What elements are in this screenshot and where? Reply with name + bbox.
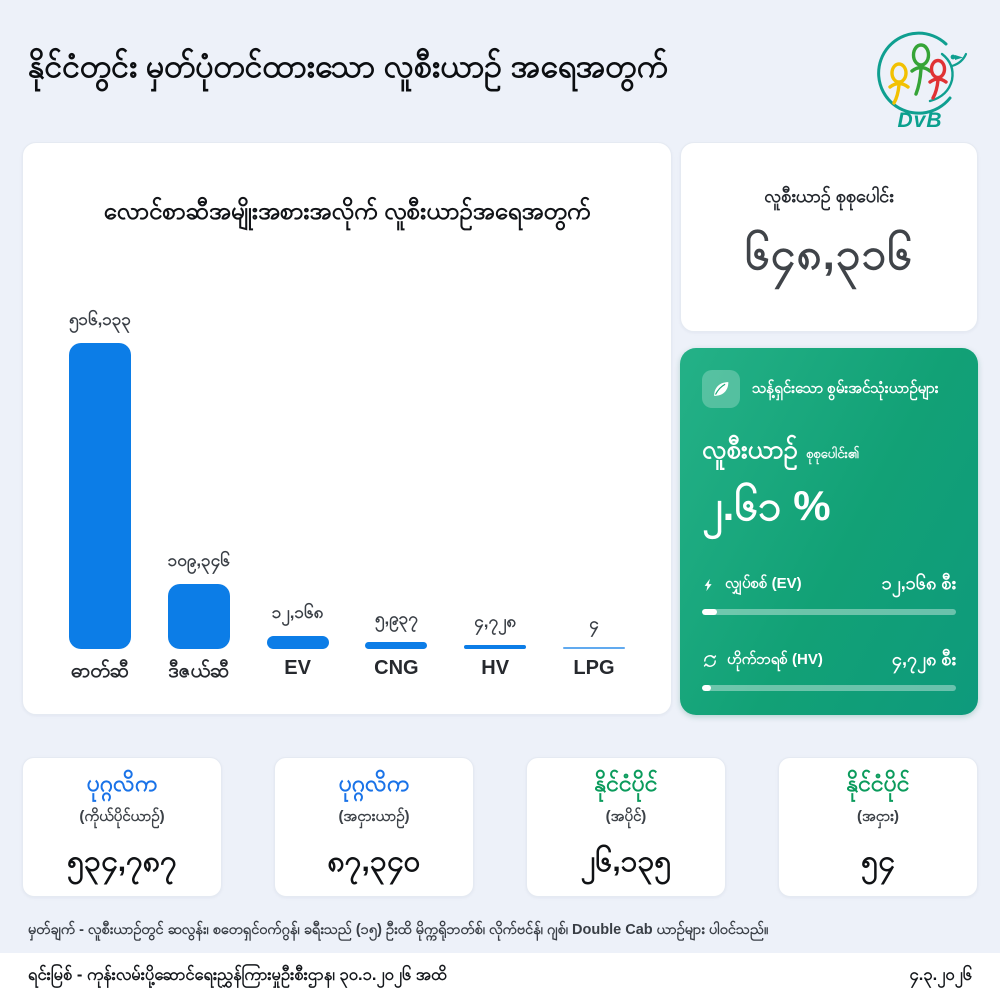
summary-label: ပုဂ္ဂလိက <box>338 769 410 796</box>
summary-label: နိုင်ငံပိုင် <box>594 769 658 796</box>
footnote: မှတ်ချက် - လူစီးယာဉ်တွင် ဆလွန်း၊ စတေရှင်… <box>28 922 769 938</box>
summary-label: ပုဂ္ဂလိက <box>86 769 158 796</box>
bar-value-label: ၅,၉၃၇ <box>374 609 418 628</box>
bar-category-axis: ဓာတ်ဆီ ဒီဇယ်ဆီ EV CNG HV LPG <box>51 657 643 687</box>
bar-lpg <box>562 647 625 649</box>
summary-value: ၈၇,၃၄၀ <box>327 844 421 878</box>
hv-row: ဟိုက်ဘရစ် (HV) ၄,၇၂၈ စီး <box>702 647 956 691</box>
bar-column-cng: ၅,၉၃၇ <box>347 293 445 649</box>
category-label-hv: HV <box>481 657 510 679</box>
bar-value-label: ၄ <box>589 614 599 633</box>
total-label: လူစီးယာဉ် စုစုပေါင်း <box>764 185 894 206</box>
ev-row: လျှပ်စစ် (EV) ၁၂,၁၆၈ စီး <box>702 571 956 615</box>
dvb-logo: DvB <box>872 28 972 132</box>
summary-value: ၅၄ <box>861 844 895 878</box>
eco-subject: လူစီးယာဉ် <box>702 434 798 464</box>
clean-energy-card: သန့်ရှင်းသော စွမ်းအင်သုံးယာဉ်များ လူစီးယ… <box>680 348 978 715</box>
summary-sublabel: (အငှားယာဉ်) <box>338 807 410 825</box>
bar-ev <box>266 636 329 649</box>
summary-sublabel: (အပိုင်) <box>605 807 647 825</box>
summary-value: ၂၆,၁၃၅ <box>580 844 672 878</box>
clean-energy-title: သန့်ရှင်းသော စွမ်းအင်သုံးယာဉ်များ <box>752 380 939 398</box>
fuel-type-chart-card: လောင်စာဆီအမျိုးအစားအလိုက် လူစီးယာဉ်အရေအတ… <box>22 142 672 715</box>
summary-card-private-owned: ပုဂ္ဂလိက (ကိုယ်ပိုင်ယာဉ်) ၅၃၄,၇၈၇ <box>22 757 222 897</box>
category-label-diesel: ဒီဇယ်ဆီ <box>168 660 230 682</box>
total-vehicles-card: လူစီးယာဉ် စုစုပေါင်း ၆၄၈,၃၁၆ <box>680 142 978 332</box>
eco-subject-line: လူစီးယာဉ် စုစုပေါင်း၏ <box>702 432 956 471</box>
category-label-petrol: ဓာတ်ဆီ <box>70 660 130 682</box>
hv-count: ၄,၇၂၈ စီး <box>891 649 956 669</box>
lightning-icon <box>704 578 712 591</box>
total-value: ၆၄၈,၃၁၆ <box>744 229 914 279</box>
category-label-ev: EV <box>284 657 311 679</box>
hv-progress-fill <box>702 685 711 691</box>
bar-value-label: ၄,၇၂၈ <box>474 612 517 631</box>
bar-column-hv: ၄,၇၂၈ <box>446 293 544 649</box>
bar-column-ev: ၁၂,၁၆၈ <box>249 293 347 649</box>
clean-energy-header: သန့်ရှင်းသော စွမ်းအင်သုံးယာဉ်များ <box>702 370 956 408</box>
summary-label: နိုင်ငံပိုင် <box>846 769 910 796</box>
summary-sublabel: (အငှား) <box>856 807 900 825</box>
source-text: ရင်းမြစ် - ကုန်းလမ်းပို့ဆောင်ရေးညွှန်ကြာ… <box>28 965 447 984</box>
bar-chart: ၅၁၆,၁၃၃ ၁၀၉,၃၄၆ ၁၂,၁၆၈ ၅,၉၃၇ ၄,၇၂၈ ၄ <box>51 293 643 649</box>
hv-label: ဟိုက်ဘရစ် (HV) <box>727 650 823 668</box>
summary-card-private-hire: ပုဂ္ဂလိက (အငှားယာဉ်) ၈၇,၃၄၀ <box>274 757 474 897</box>
bar-hv <box>464 645 527 649</box>
leaf-icon-box <box>702 370 740 408</box>
bar-petrol <box>69 343 131 649</box>
ev-progress-fill <box>702 609 718 615</box>
ev-progress-track <box>702 609 956 615</box>
bar-column-petrol: ၅၁၆,၁၃၃ <box>51 293 149 649</box>
category-label-lpg: LPG <box>573 657 615 679</box>
dvb-peacock-icon: DvB <box>877 31 968 132</box>
bar-column-diesel: ၁၀၉,၃၄၆ <box>150 293 248 649</box>
publish-date: ၄.၃.၂၀၂၆ <box>909 965 972 984</box>
summary-card-state-owned: နိုင်ငံပိုင် (အပိုင်) ၂၆,၁၃၅ <box>526 757 726 897</box>
ev-count: ၁၂,၁၆၈ စီး <box>881 573 956 593</box>
ev-label: လျှပ်စစ် (EV) <box>725 574 802 592</box>
bar-diesel <box>167 584 230 649</box>
summary-sublabel: (ကိုယ်ပိုင်ယာဉ်) <box>79 807 165 825</box>
category-label-cng: CNG <box>374 657 419 679</box>
summary-card-state-hire: နိုင်ငံပိုင် (အငှား) ၅၄ <box>778 757 978 897</box>
dvb-logo-text: DvB <box>897 109 942 132</box>
eco-subject-suffix: စုစုပေါင်း၏ <box>805 446 860 461</box>
source-strip: ရင်းမြစ် - ကုန်းလမ်းပို့ဆောင်ရေးညွှန်ကြာ… <box>0 953 1000 1000</box>
chart-title: လောင်စာဆီအမျိုးအစားအလိုက် လူစီးယာဉ်အရေအတ… <box>103 198 591 225</box>
summary-value: ၅၃၄,၇၈၇ <box>67 844 177 878</box>
eco-percent-value: ၂.၆၁ % <box>702 482 831 529</box>
summary-cards: ပုဂ္ဂလိက (ကိုယ်ပိုင်ယာဉ်) ၅၃၄,၇၈၇ ပုဂ္ဂလ… <box>22 757 978 897</box>
page-title: နိုင်ငံတွင်း မှတ်ပုံတင်ထားသော လူစီးယာဉ် … <box>28 48 668 84</box>
bar-value-label: ၁၀၉,၃၄၆ <box>167 551 230 570</box>
bar-column-lpg: ၄ <box>545 293 643 649</box>
bar-cng <box>365 642 428 649</box>
hv-progress-track <box>702 685 956 691</box>
bar-value-label: ၁၂,၁၆၈ <box>271 603 324 622</box>
hybrid-icon <box>703 654 717 667</box>
leaf-icon <box>714 382 729 396</box>
bar-value-label: ၅၁၆,၁၃၃ <box>68 310 132 329</box>
